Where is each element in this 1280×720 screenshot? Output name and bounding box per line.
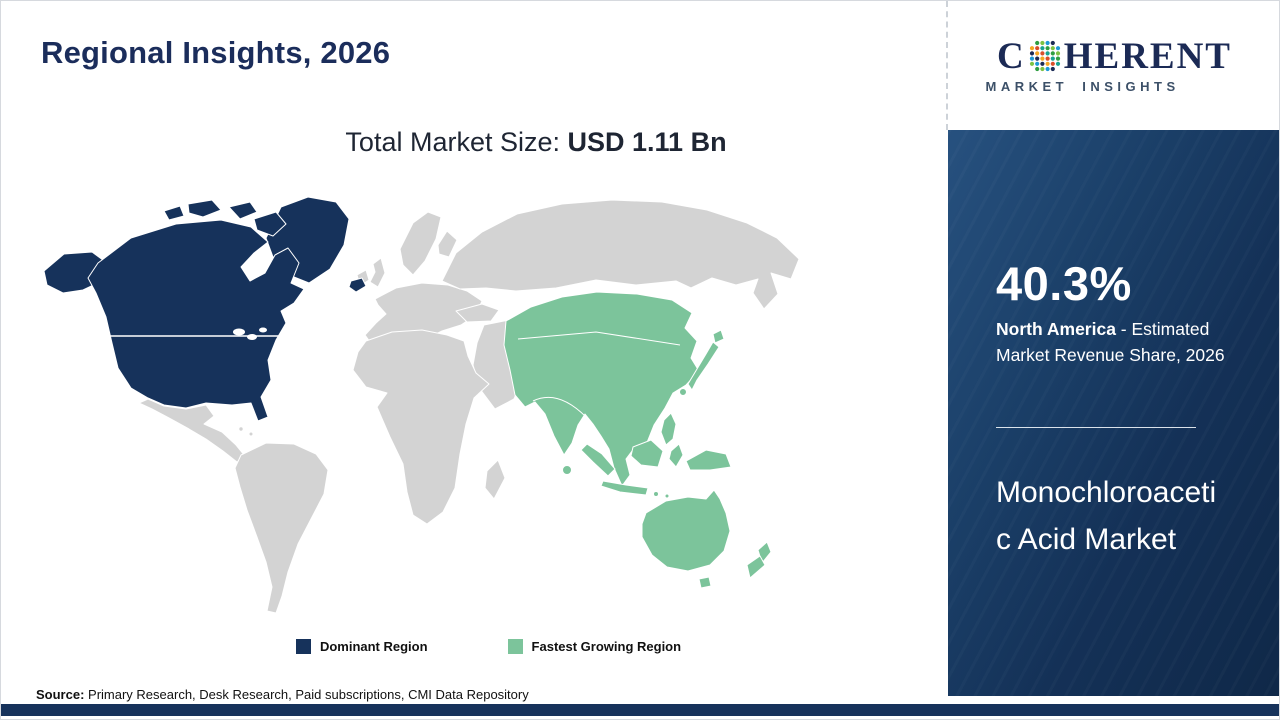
fastest-growing-region-swatch-icon bbox=[507, 639, 523, 654]
total-market-size-label: Total Market Size: bbox=[345, 127, 568, 157]
region-rest-of-world bbox=[138, 199, 800, 614]
brand-logo-wordmark: C HERENT bbox=[997, 38, 1232, 75]
source-label: Source: bbox=[36, 687, 85, 702]
market-share-caption: North America - Estimated Market Revenue… bbox=[996, 316, 1258, 369]
map-border-details bbox=[110, 327, 681, 418]
bottom-accent-bar bbox=[1, 704, 1279, 716]
market-name: Monochloroacetic Acid Market bbox=[996, 476, 1217, 556]
logo-text-right: HERENT bbox=[1063, 35, 1232, 77]
legend-item-fastest-growing: Fastest Growing Region bbox=[507, 639, 682, 654]
brand-logo-subtitle: MARKET INSIGHTS bbox=[985, 78, 1180, 94]
sidebar-divider bbox=[996, 427, 1196, 428]
logo-text-left: C bbox=[997, 35, 1026, 77]
world-map bbox=[36, 193, 816, 625]
market-share-value: 40.3% bbox=[996, 257, 1132, 310]
logo-globe-icon bbox=[1029, 40, 1060, 72]
market-share-description: - Estimated Market Revenue Share, 2026 bbox=[996, 319, 1225, 366]
world-map-svg bbox=[43, 196, 800, 614]
legend-label-fastest-growing: Fastest Growing Region bbox=[531, 639, 682, 654]
market-share-region: North America bbox=[996, 319, 1116, 339]
dominant-region-swatch-icon bbox=[295, 639, 311, 654]
page-title: Regional Insights, 2026 bbox=[41, 35, 391, 70]
source-text: Primary Research, Desk Research, Paid su… bbox=[84, 687, 529, 702]
legend-label-dominant: Dominant Region bbox=[319, 639, 428, 654]
dashed-divider bbox=[946, 1, 948, 130]
map-legend: Dominant Region Fastest Growing Region bbox=[31, 639, 946, 654]
total-market-size: Total Market Size: USD 1.11 Bn bbox=[131, 127, 941, 158]
sidebar-panel: 40.3% North America - Estimated Market R… bbox=[948, 130, 1279, 696]
source-line: Source: Primary Research, Desk Research,… bbox=[36, 687, 529, 702]
brand-logo: C HERENT MARKET INSIGHTS bbox=[948, 1, 1279, 130]
legend-item-dominant: Dominant Region bbox=[295, 639, 428, 654]
total-market-size-value: USD 1.11 Bn bbox=[567, 127, 727, 157]
region-north-america bbox=[43, 196, 367, 422]
